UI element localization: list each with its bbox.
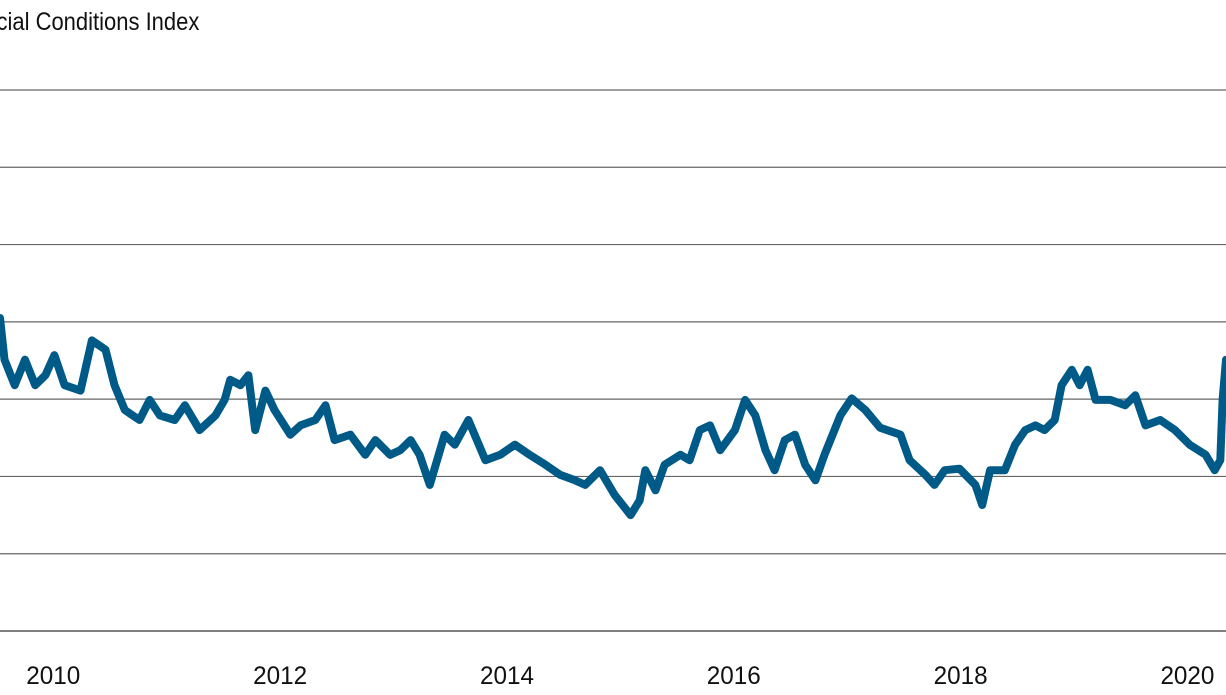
chart-title: cial Conditions Index — [0, 8, 200, 36]
x-tick-label: 2018 — [934, 662, 988, 690]
x-tick-label: 2016 — [707, 662, 761, 690]
x-tick-label: 2010 — [26, 662, 80, 690]
x-tick-label: 2020 — [1160, 662, 1214, 690]
line-series — [0, 314, 1226, 520]
x-tick-label: 2014 — [480, 662, 534, 690]
x-tick-label: 2012 — [253, 662, 307, 690]
